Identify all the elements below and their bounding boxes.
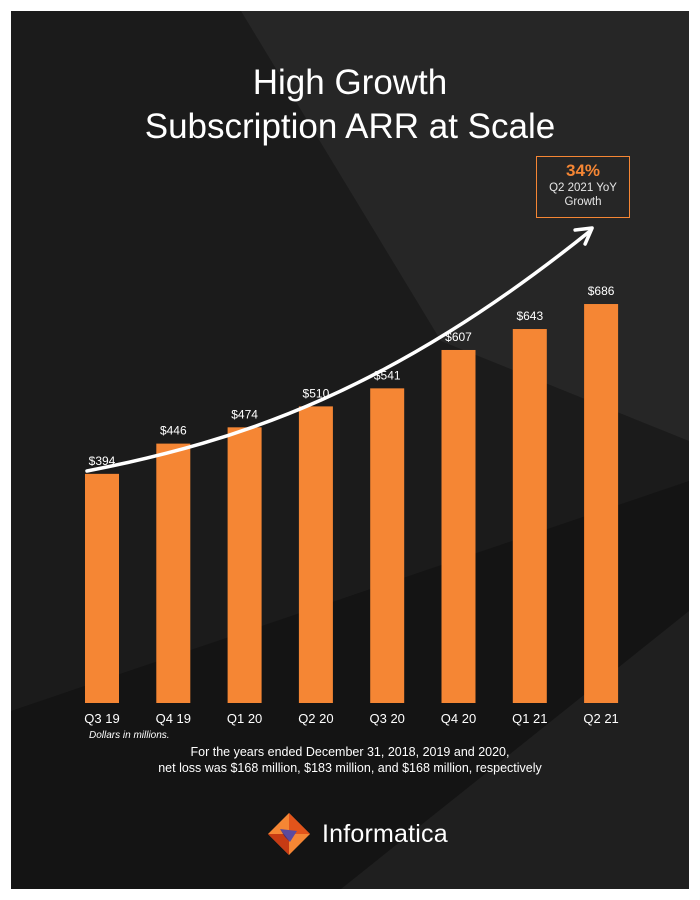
x-tick-label: Q2 21 [583,711,618,726]
brand: Informatica [266,811,448,857]
footnote-line1: For the years ended December 31, 2018, 2… [190,745,510,759]
bar-q4-20 [441,349,476,703]
x-tick-label: Q3 19 [84,711,119,726]
units-note: Dollars in millions. [89,730,170,741]
bar-q2-20 [298,406,333,703]
x-tick-label: Q2 20 [298,711,333,726]
chart-panel: High Growth Subscription ARR at Scale $3… [11,11,689,889]
footnote-line2: net loss was $168 million, $183 million,… [158,761,542,775]
x-tick-label: Q1 21 [512,711,547,726]
x-tick-label: Q1 20 [227,711,262,726]
bar-q3-19 [85,473,119,703]
informatica-logo-icon [268,813,310,855]
trend-arrow-line [85,229,592,473]
data-label: $474 [231,407,258,421]
data-label: $686 [588,284,615,298]
bar-q2-21 [584,304,619,703]
growth-value: 34% [565,161,601,180]
data-label: $510 [303,386,330,400]
footnote: For the years ended December 31, 2018, 2… [11,744,689,776]
x-tick-label: Q4 19 [156,711,191,726]
bar-q3-20 [370,388,405,703]
trend-arrow-head-icon [573,226,594,246]
data-label: $643 [516,309,543,323]
growth-label-line2: Growth [564,196,602,208]
x-tick-label: Q4 20 [441,711,476,726]
bar-chart: $394 Q3 19 $446 Q4 19 $474 Q1 20 $510 Q2 20 $541… [84,226,619,726]
brand-name: Informatica [322,819,448,848]
bar-q1-21 [512,329,547,703]
growth-badge: 34% Q2 2021 YoY Growth [536,156,630,218]
data-label: $446 [160,424,187,438]
growth-label-line1: Q2 2021 YoY [549,182,617,194]
bar-q4-19 [156,443,191,703]
data-label: $541 [374,368,401,382]
bar-q1-20 [227,427,262,703]
data-label: $607 [445,330,472,344]
data-label: $394 [89,454,116,468]
x-tick-label: Q3 20 [369,711,404,726]
chart-title-line1: High Growth [252,63,448,102]
chart-title-line2: Subscription ARR at Scale [144,107,556,146]
